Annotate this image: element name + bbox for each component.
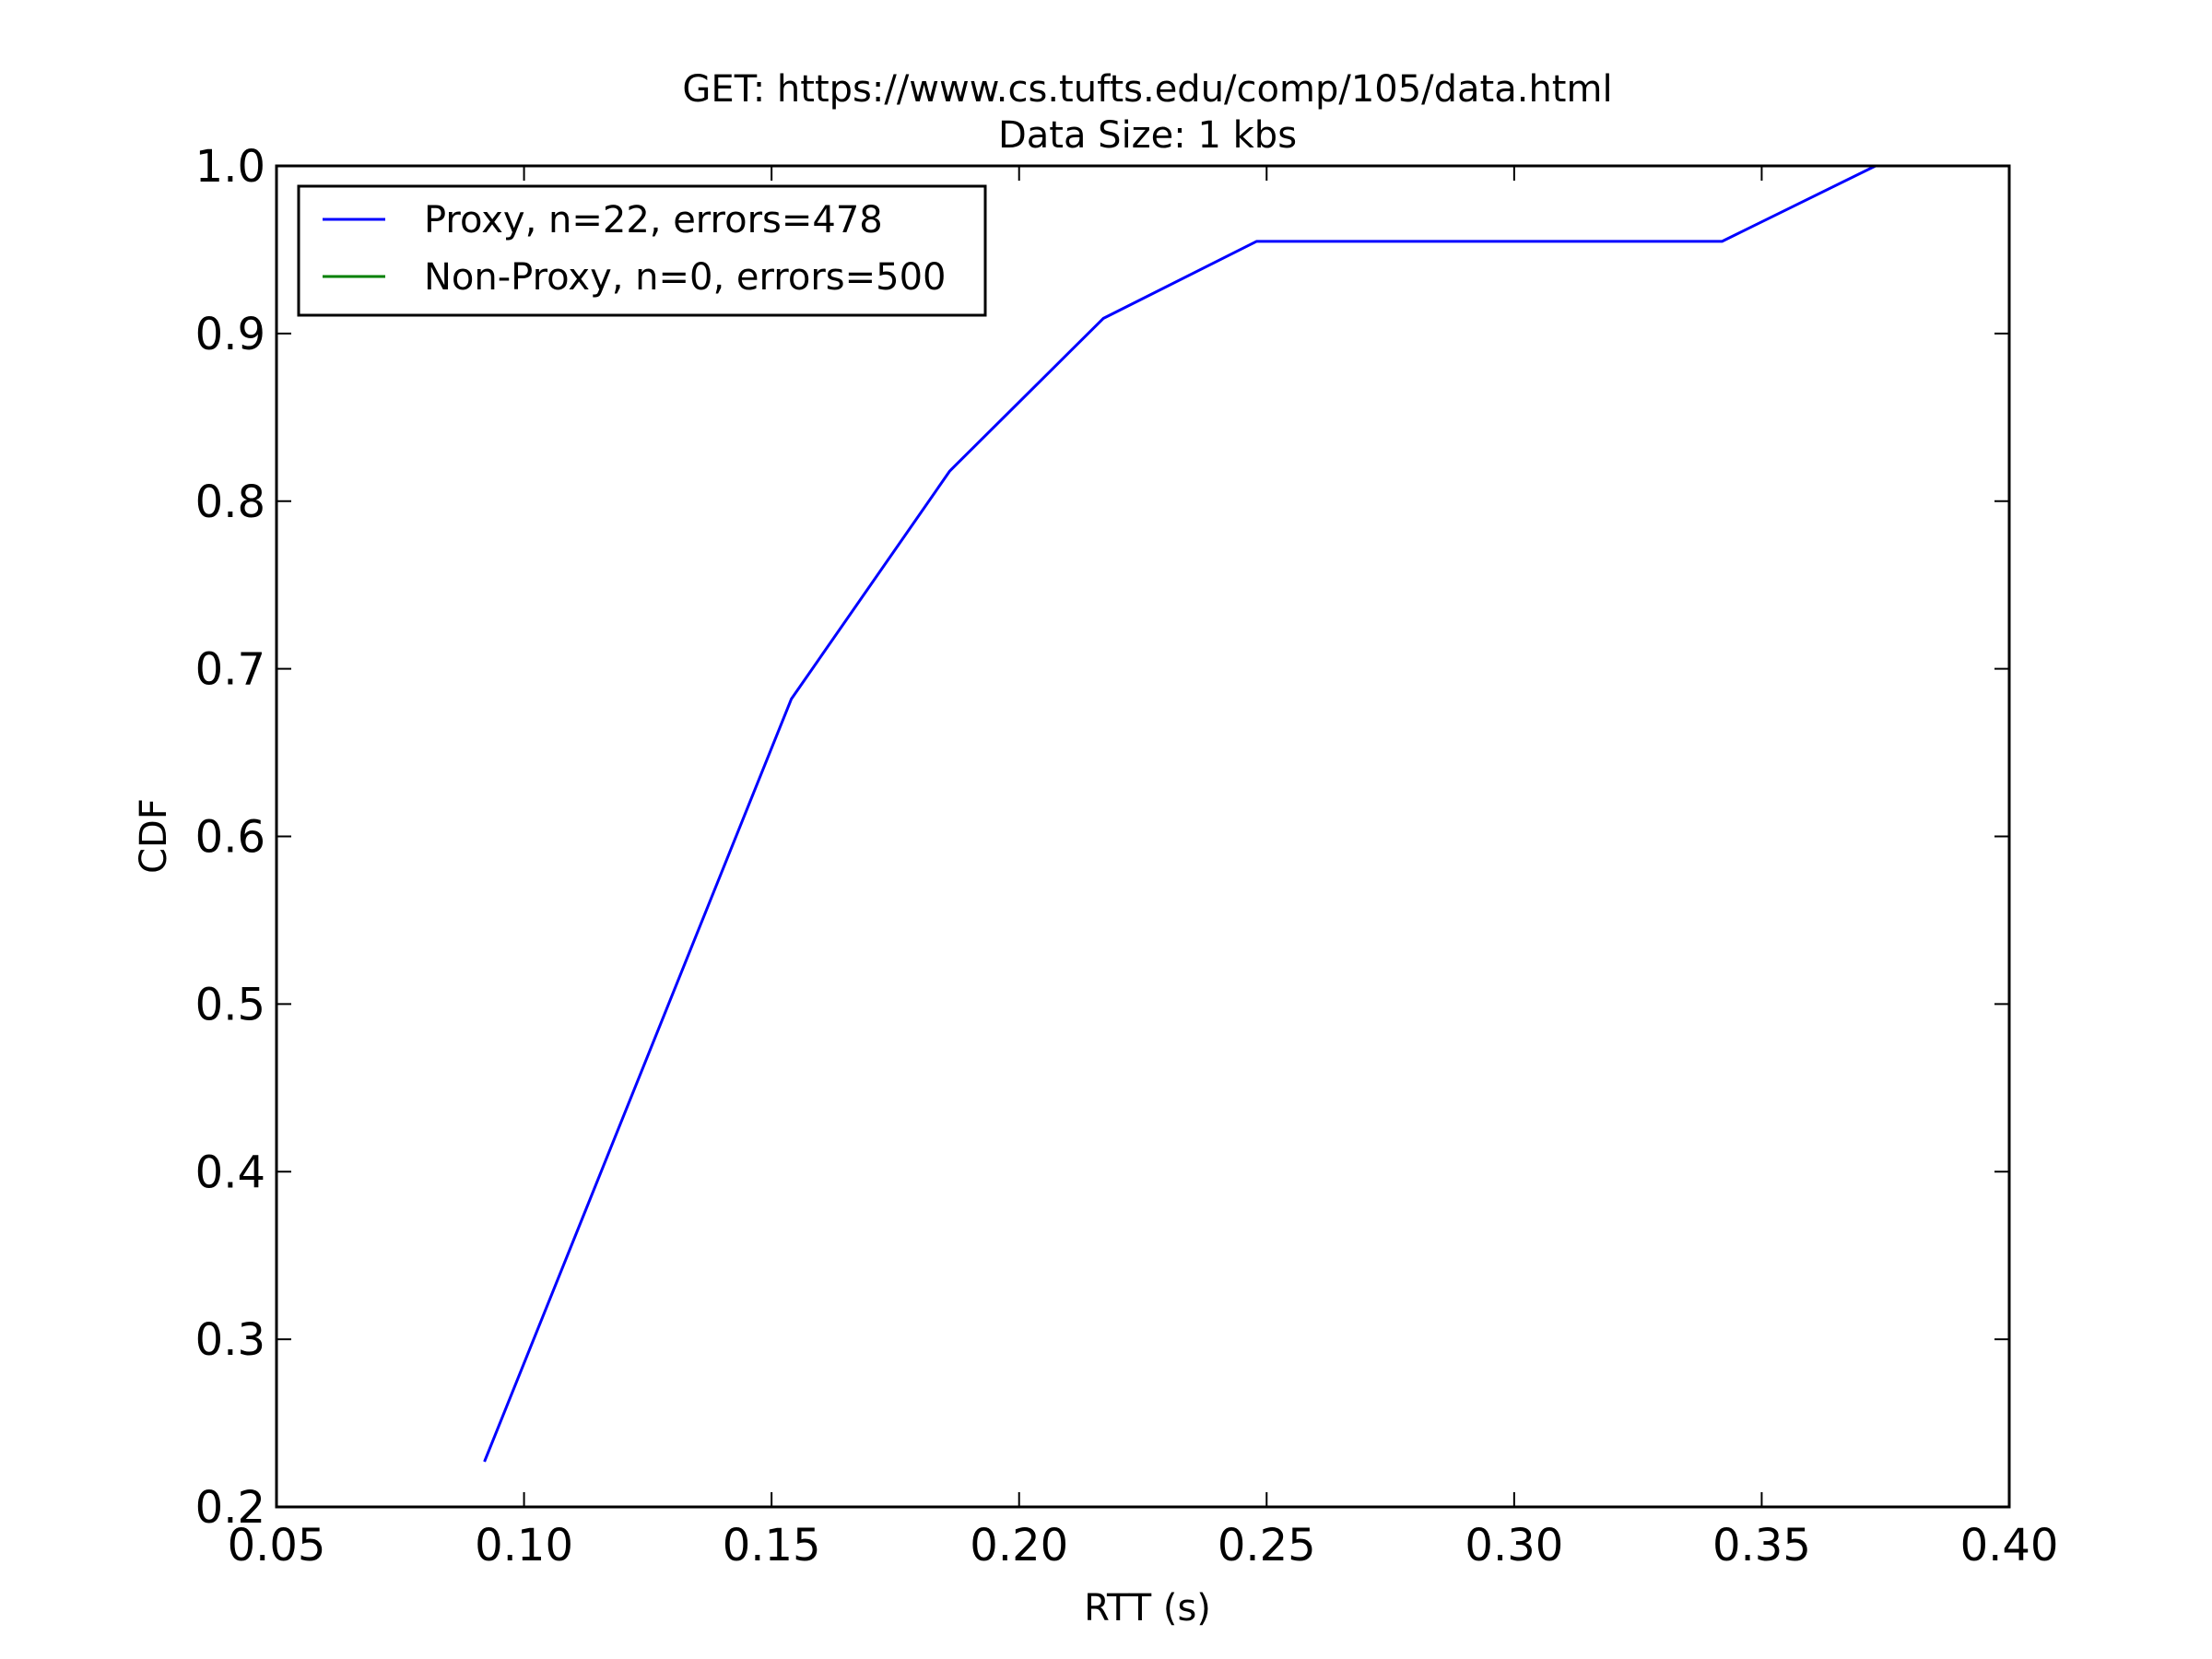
legend-label-non-proxy: Non-Proxy, n=0, errors=500 (424, 256, 946, 299)
x-axis-ticks: 0.05 0.10 0.15 0.20 0.25 0.30 0.35 0.40 (228, 166, 2059, 1571)
y-axis-ticks: 0.2 0.3 0.4 0.5 0.6 0.7 0.8 0.9 1.0 (195, 141, 2009, 1534)
x-tick-label: 0.20 (970, 1520, 1068, 1571)
y-tick-label: 1.0 (195, 141, 265, 193)
y-tick-label: 0.4 (195, 1147, 265, 1198)
x-axis-label: RTT (s) (1084, 1587, 1211, 1630)
x-tick-label: 0.15 (723, 1520, 821, 1571)
legend-label-proxy: Proxy, n=22, errors=478 (424, 199, 883, 241)
y-tick-label: 0.2 (195, 1482, 265, 1534)
series-layer (483, 164, 1877, 1463)
x-tick-label: 0.05 (228, 1520, 326, 1571)
series-line-0 (483, 164, 1877, 1463)
x-tick-label: 0.10 (475, 1520, 573, 1571)
chart-subtitle: Data Size: 1 kbs (998, 114, 1297, 157)
x-tick-label: 0.30 (1465, 1520, 1563, 1571)
legend: Proxy, n=22, errors=478 Non-Proxy, n=0, … (297, 184, 987, 317)
legend-box (297, 184, 987, 317)
y-tick-label: 0.6 (195, 812, 265, 864)
y-tick-label: 0.3 (195, 1314, 265, 1366)
x-tick-label: 0.40 (1960, 1520, 2059, 1571)
y-tick-label: 0.9 (195, 309, 265, 360)
y-tick-label: 0.8 (195, 477, 265, 528)
x-tick-label: 0.35 (1712, 1520, 1811, 1571)
y-tick-label: 0.7 (195, 644, 265, 696)
y-tick-label: 0.5 (195, 979, 265, 1030)
y-axis-label: CDF (133, 798, 175, 874)
chart-title: GET: https://www.cs.tufts.edu/comp/105/d… (682, 68, 1612, 111)
plot-frame (275, 164, 2011, 1509)
x-tick-label: 0.25 (1218, 1520, 1316, 1571)
